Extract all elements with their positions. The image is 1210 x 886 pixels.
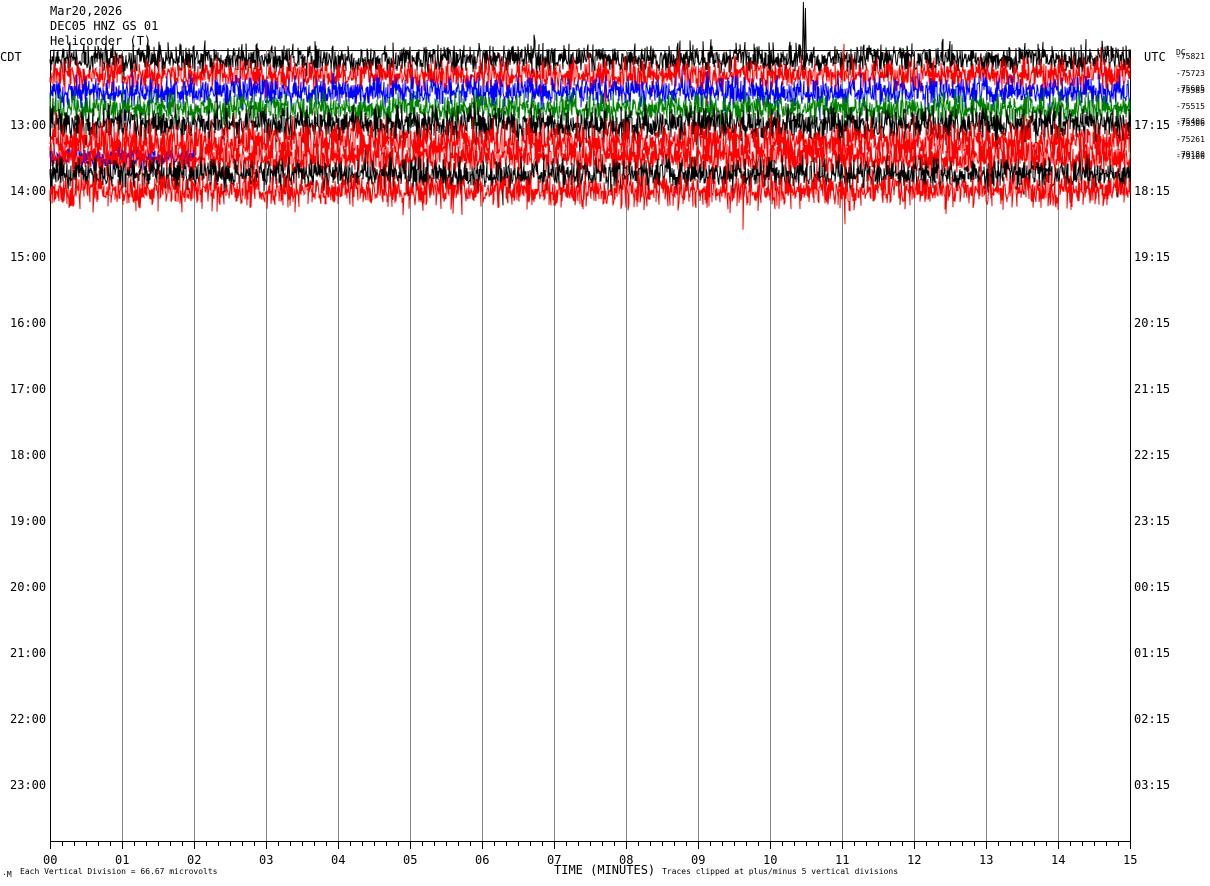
- trace-value-3: -75605: [1176, 84, 1205, 93]
- right-label-23:15: 23:15: [1134, 514, 1170, 528]
- left-label-16:00: 16:00: [10, 316, 46, 330]
- trace-value-5: -75515: [1176, 102, 1205, 111]
- footer-mark: ·M: [2, 870, 12, 879]
- trace-value-7: -75306: [1176, 119, 1205, 128]
- trace-value-4: -75585: [1176, 86, 1205, 95]
- x-tick-label-06: 06: [475, 853, 489, 867]
- left-label-15:00: 15:00: [10, 250, 46, 264]
- right-label-21:15: 21:15: [1134, 382, 1170, 396]
- x-tick-label-07: 07: [547, 853, 561, 867]
- trace-value-0: DC: [1176, 48, 1186, 57]
- left-label-21:00: 21:00: [10, 646, 46, 660]
- header-overlap-text: Helicorder (T): [50, 34, 152, 48]
- x-tick-label-10: 10: [763, 853, 777, 867]
- header-station: DEC05 HNZ GS 01: [50, 19, 159, 33]
- left-label-13:00: 13:00: [10, 118, 46, 132]
- x-axis-title: TIME (MINUTES): [554, 863, 655, 877]
- left-time-labels: 13:00 14:00 15:00 16:00 17:00 18:00 19:00 20:00…: [10, 118, 46, 792]
- right-label-19:15: 19:15: [1134, 250, 1170, 264]
- x-tick-label-14: 14: [1051, 853, 1065, 867]
- header-date: Mar20,2026: [50, 4, 123, 18]
- right-label-03:15: 03:15: [1134, 778, 1170, 792]
- trace-row-3-3: [49, 87, 1131, 142]
- trace-value-6: -75406: [1176, 117, 1205, 126]
- trace-value-8: -75261: [1176, 135, 1205, 144]
- left-label-23:00: 23:00: [10, 778, 46, 792]
- x-tick-label-02: 02: [187, 853, 201, 867]
- left-label-19:00: 19:00: [10, 514, 46, 528]
- trace-row-7-8: [49, 149, 1131, 206]
- x-tick-label-00: 00: [43, 853, 57, 867]
- trace-value-10: -79106: [1176, 152, 1205, 161]
- x-tick-label-12: 12: [907, 853, 921, 867]
- trace-value-2: -75723: [1176, 69, 1205, 78]
- x-tick-label-03: 03: [259, 853, 273, 867]
- x-tick-label-01: 01: [115, 853, 129, 867]
- left-label-18:00: 18:00: [10, 448, 46, 462]
- x-tick-label-08: 08: [619, 853, 633, 867]
- right-timezone-label: UTC: [1144, 50, 1166, 64]
- left-label-20:00: 20:00: [10, 580, 46, 594]
- left-label-22:00: 22:00: [10, 712, 46, 726]
- x-tick-label-05: 05: [403, 853, 417, 867]
- right-label-18:15: 18:15: [1134, 184, 1170, 198]
- trace-row-5-5: [49, 110, 1131, 181]
- right-time-labels: 17:15 18:15 19:15 20:15 21:15 22:15 23:15 00:15…: [1134, 118, 1170, 792]
- trace-row-8-9: [49, 156, 1131, 230]
- x-tick-label-13: 13: [979, 853, 993, 867]
- right-label-17:15: 17:15: [1134, 118, 1170, 132]
- left-timezone-label: CDT: [0, 50, 22, 64]
- trace-row-4-4: [49, 90, 1131, 160]
- left-label-14:00: 14:00: [10, 184, 46, 198]
- x-tick-label-11: 11: [835, 853, 849, 867]
- trace-value-1: -75821: [1176, 52, 1205, 61]
- trace-row-2-2: [49, 69, 1131, 121]
- seismic-traces: [49, 1, 1131, 230]
- trace-value-9: -79180: [1176, 150, 1205, 159]
- x-tick-label-15: 15: [1123, 853, 1137, 867]
- x-tick-label-09: 09: [691, 853, 705, 867]
- x-axis: 00 01 02 03 04 05 06 07 08 09 10 11 12 13 14 15: [43, 841, 1137, 867]
- right-label-02:15: 02:15: [1134, 712, 1170, 726]
- trace-spike: [801, 1, 807, 71]
- right-label-00:15: 00:15: [1134, 580, 1170, 594]
- footer-clip-text: Traces clipped at plus/minus 5 vertical …: [662, 867, 899, 876]
- left-label-17:00: 17:00: [10, 382, 46, 396]
- x-tick-label-04: 04: [331, 853, 345, 867]
- vertical-grid: [122, 50, 1059, 841]
- footer-division-text: Each Vertical Division = 66.67 microvolt…: [20, 867, 218, 876]
- right-label-22:15: 22:15: [1134, 448, 1170, 462]
- right-label-20:15: 20:15: [1134, 316, 1170, 330]
- right-trace-values: DC-75821-75723-75605-75585-75515-75406-7…: [1176, 48, 1205, 161]
- right-label-01:15: 01:15: [1134, 646, 1170, 660]
